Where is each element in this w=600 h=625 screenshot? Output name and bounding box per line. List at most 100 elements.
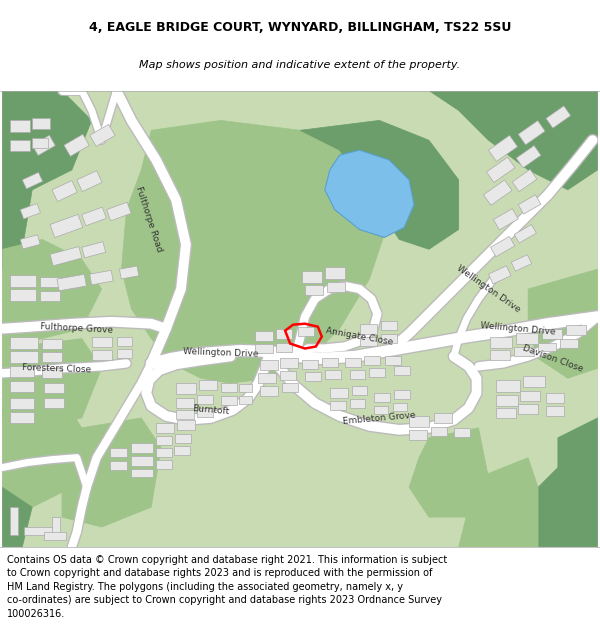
Bar	[518, 121, 545, 145]
Bar	[325, 371, 341, 379]
Bar	[42, 352, 62, 362]
Bar	[62, 279, 78, 288]
Bar	[394, 366, 410, 375]
Bar	[42, 339, 62, 349]
Bar	[560, 339, 578, 348]
Bar	[10, 337, 38, 349]
Bar	[496, 408, 516, 418]
Bar	[488, 136, 518, 161]
Bar	[382, 334, 397, 342]
Bar	[44, 532, 66, 540]
Polygon shape	[300, 121, 458, 249]
Bar	[496, 395, 518, 406]
Bar	[454, 428, 470, 437]
Bar	[197, 408, 213, 417]
Bar	[116, 349, 133, 358]
Bar	[523, 376, 545, 388]
Polygon shape	[2, 91, 598, 547]
Bar	[493, 209, 518, 230]
Bar	[280, 358, 298, 368]
Bar	[116, 337, 133, 346]
Text: Wellington Drive: Wellington Drive	[183, 347, 259, 358]
Bar	[546, 406, 564, 416]
Bar	[92, 337, 112, 346]
Bar	[276, 329, 292, 339]
Bar	[82, 242, 106, 258]
Bar	[409, 416, 429, 427]
Bar	[566, 325, 586, 334]
Bar	[176, 410, 194, 419]
Bar	[542, 329, 562, 339]
Bar	[490, 351, 510, 361]
Bar	[44, 383, 64, 393]
Bar	[374, 393, 390, 402]
Polygon shape	[121, 121, 389, 383]
Text: Embleton Grove: Embleton Grove	[343, 410, 416, 426]
Bar	[40, 277, 60, 287]
Bar	[352, 386, 367, 395]
Bar	[325, 267, 344, 279]
Bar	[514, 346, 534, 356]
Bar	[330, 388, 347, 398]
Text: Fulthorpe Grove: Fulthorpe Grove	[40, 322, 113, 335]
Text: Wellington Drive: Wellington Drive	[455, 264, 522, 314]
Bar	[107, 202, 131, 221]
Bar	[174, 446, 190, 454]
Bar	[514, 224, 536, 243]
Polygon shape	[528, 269, 598, 378]
Polygon shape	[2, 398, 82, 508]
Bar	[511, 254, 532, 271]
Bar	[10, 121, 30, 132]
Bar	[327, 282, 344, 292]
Bar	[32, 138, 48, 148]
Bar	[32, 135, 55, 156]
Bar	[52, 181, 77, 201]
Bar	[364, 356, 380, 366]
Polygon shape	[325, 150, 414, 238]
Text: Annigate Close: Annigate Close	[325, 326, 394, 347]
Bar	[10, 140, 30, 151]
Text: Burntoft: Burntoft	[192, 404, 230, 416]
Text: Wellington Drive: Wellington Drive	[480, 321, 556, 336]
Bar	[516, 332, 538, 344]
Bar	[518, 195, 541, 214]
Bar	[239, 384, 253, 392]
Bar	[344, 358, 361, 367]
Bar	[90, 124, 115, 146]
Bar	[370, 368, 385, 378]
Text: Fulthorpe Road: Fulthorpe Road	[134, 186, 164, 254]
Polygon shape	[62, 418, 161, 527]
Text: 4, EAGLE BRIDGE COURT, WYNYARD, BILLINGHAM, TS22 5SU: 4, EAGLE BRIDGE COURT, WYNYARD, BILLINGH…	[89, 21, 511, 34]
Bar	[156, 459, 172, 469]
Bar	[44, 398, 64, 408]
Bar	[52, 517, 60, 539]
Text: Contains OS data © Crown copyright and database right 2021. This information is : Contains OS data © Crown copyright and d…	[7, 555, 448, 619]
Bar	[40, 291, 60, 301]
Bar	[24, 527, 52, 535]
Bar	[131, 442, 153, 452]
Text: Map shows position and indicative extent of the property.: Map shows position and indicative extent…	[139, 60, 461, 70]
Bar	[484, 180, 512, 206]
Bar	[276, 342, 292, 352]
Text: Davison Close: Davison Close	[521, 343, 584, 374]
Bar	[221, 396, 236, 405]
Polygon shape	[2, 91, 92, 190]
Bar	[110, 448, 127, 457]
Bar	[305, 372, 321, 381]
Bar	[256, 331, 273, 341]
Bar	[20, 235, 40, 249]
Bar	[350, 399, 365, 408]
Bar	[330, 401, 346, 410]
Bar	[496, 380, 520, 392]
Bar	[546, 393, 564, 403]
Bar	[221, 383, 236, 392]
Bar	[393, 403, 407, 411]
Polygon shape	[429, 91, 598, 190]
Bar	[259, 373, 276, 383]
Bar	[546, 106, 571, 128]
Bar	[10, 366, 34, 378]
Bar	[374, 406, 388, 414]
Bar	[260, 361, 278, 371]
Bar	[516, 146, 541, 168]
Bar	[520, 391, 540, 401]
